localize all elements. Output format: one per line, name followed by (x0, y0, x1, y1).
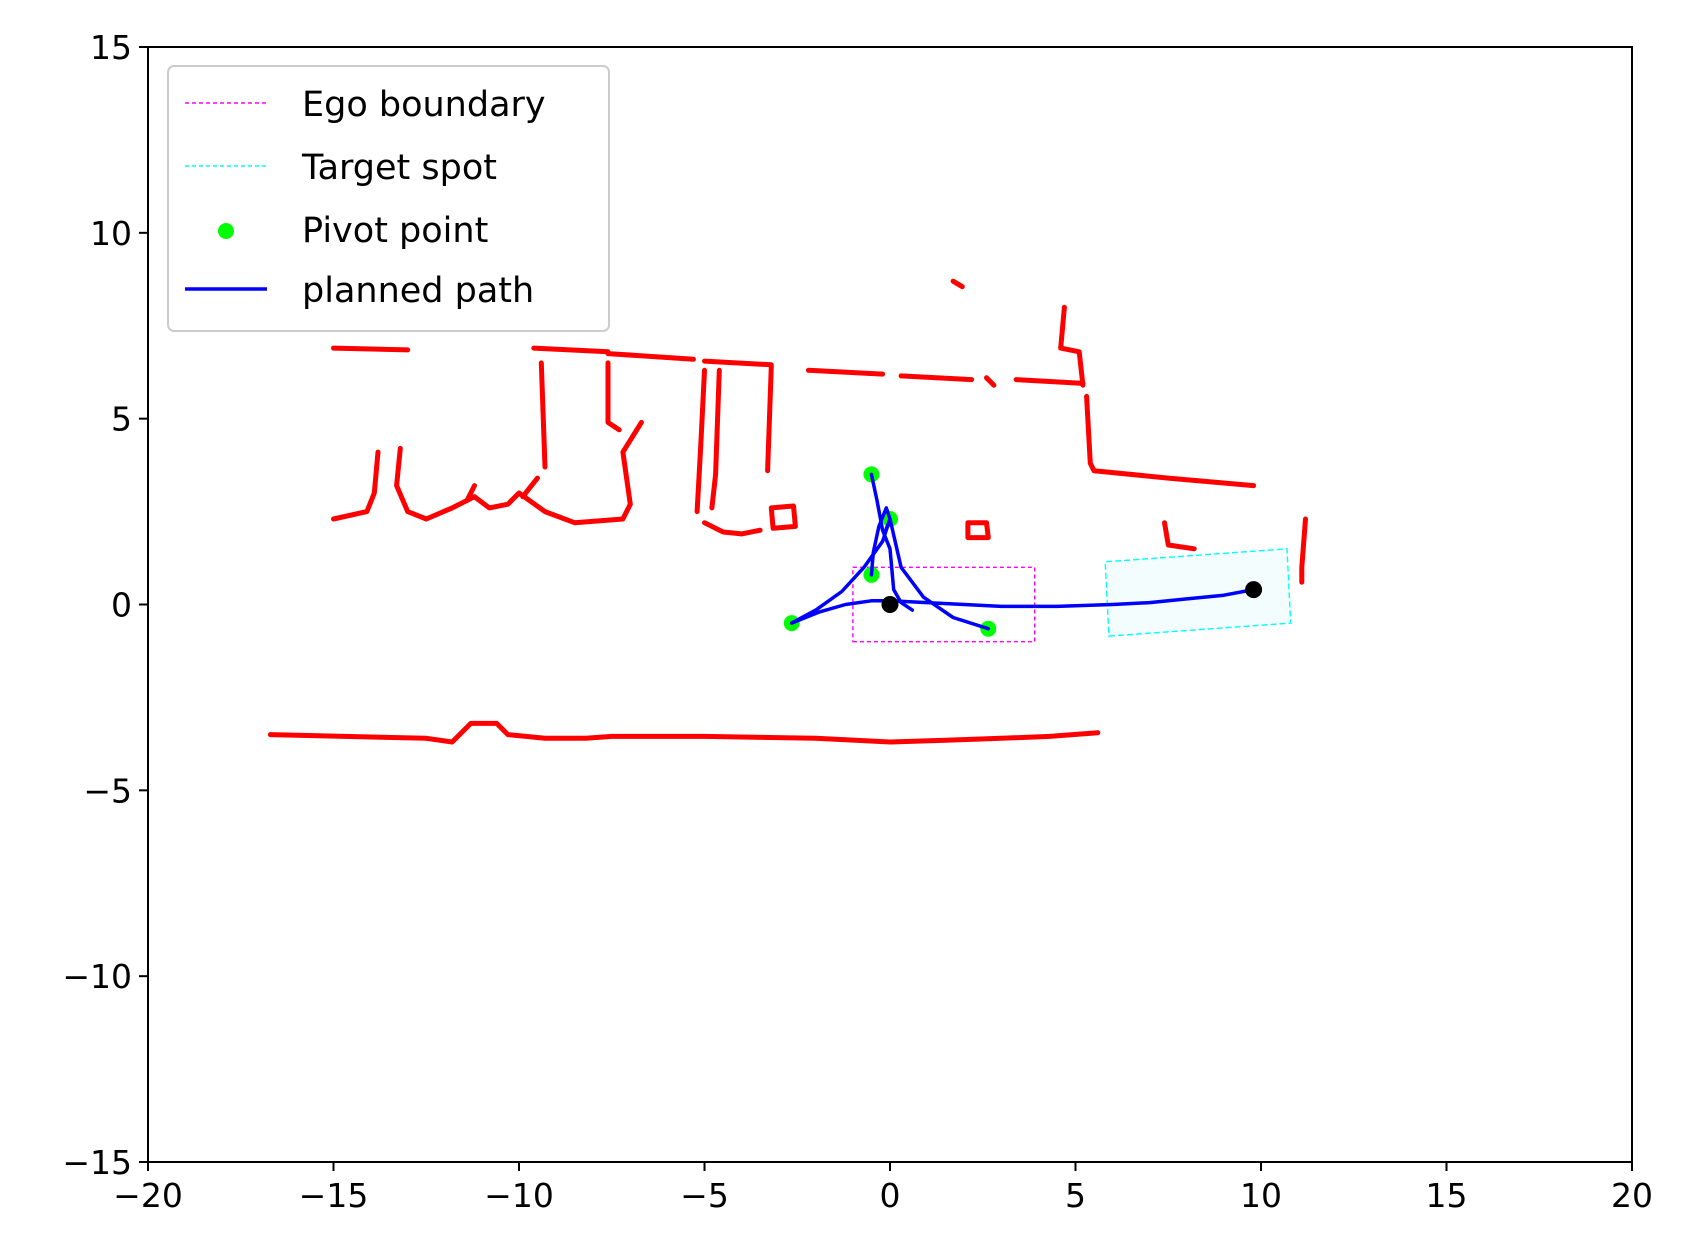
legend-item-ego-boundary: Ego boundary (185, 85, 546, 125)
obstacle-segment-6 (898, 373, 975, 383)
planned-path-segment-4 (789, 587, 1256, 625)
legend-item-target-spot: Target spot (185, 148, 497, 188)
obstacle-segment-25 (1162, 520, 1197, 552)
obstacle-segment-20 (331, 449, 381, 522)
legend-item-planned-path: planned path (185, 271, 534, 311)
start-goal-point-1 (881, 596, 899, 613)
legend-label-planned-path: planned path (302, 271, 534, 311)
obstacle-segment-18 (520, 475, 540, 500)
obstacle-segment-22 (768, 503, 798, 531)
ego-boundary-rect (852, 566, 1036, 643)
obstacle-segment-23 (965, 520, 991, 541)
planned-path-segment-3 (869, 506, 892, 577)
y-tick-label: 0 (111, 586, 132, 625)
obstacle-segment-15 (709, 367, 722, 511)
legend-label-pivot-point: Pivot point (302, 211, 488, 251)
legend-label-target-spot: Target spot (301, 148, 497, 188)
obstacle-segment-1 (331, 345, 411, 353)
obstacle-segment-9 (950, 278, 965, 290)
y-tick-label: 5 (111, 400, 132, 439)
y-tick-label: −10 (62, 957, 132, 996)
y-tick-label: 10 (90, 214, 132, 253)
legend: Ego boundary Target spot Pivot point pla… (167, 65, 610, 332)
obstacle-segment-26 (1299, 516, 1308, 585)
legend-item-pivot-point: Pivot point (218, 211, 488, 251)
x-tick-label: −15 (299, 1176, 369, 1215)
obstacle-segment-5 (805, 367, 886, 377)
x-tick-label: 5 (1065, 1176, 1086, 1215)
start-goal-point-2 (1245, 581, 1263, 599)
obstacle-segment-4 (702, 358, 774, 368)
legend-box (167, 65, 610, 332)
obstacle-segment-2 (531, 345, 611, 355)
plot-area (267, 278, 1308, 745)
obstacle-segment-12 (538, 360, 548, 470)
obstacle-segment-16 (765, 364, 774, 474)
x-tick-label: 10 (1240, 1176, 1282, 1215)
obstacle-segment-17 (394, 419, 644, 526)
legend-label-ego-boundary: Ego boundary (302, 85, 546, 125)
obstacle-segment-24 (267, 720, 1101, 745)
x-tick-label: 0 (880, 1176, 901, 1215)
y-tick-label: −15 (62, 1143, 132, 1182)
obstacle-segment-7 (984, 375, 997, 388)
y-tick-label: −5 (83, 771, 132, 810)
obstacle-segment-13 (605, 360, 622, 433)
x-tick-label: −5 (680, 1176, 729, 1215)
obstacle-segment-19 (464, 483, 477, 503)
obstacle-segment-3 (605, 351, 696, 362)
x-tick-label: −10 (484, 1176, 554, 1215)
y-tick-label: 15 (90, 28, 132, 67)
obstacle-segment-10 (1058, 304, 1086, 388)
obstacle-segment-11 (1084, 393, 1257, 489)
x-tick-label: 15 (1426, 1176, 1468, 1215)
obstacle-segment-8 (1013, 377, 1086, 386)
target-spot-rect (1104, 548, 1292, 637)
obstacle-segment-21 (702, 520, 763, 537)
x-tick-label: 20 (1611, 1176, 1653, 1215)
obstacle-segment-14 (694, 367, 707, 515)
pivot-point-swatch (218, 223, 234, 239)
x-tick-label: −20 (113, 1176, 183, 1215)
